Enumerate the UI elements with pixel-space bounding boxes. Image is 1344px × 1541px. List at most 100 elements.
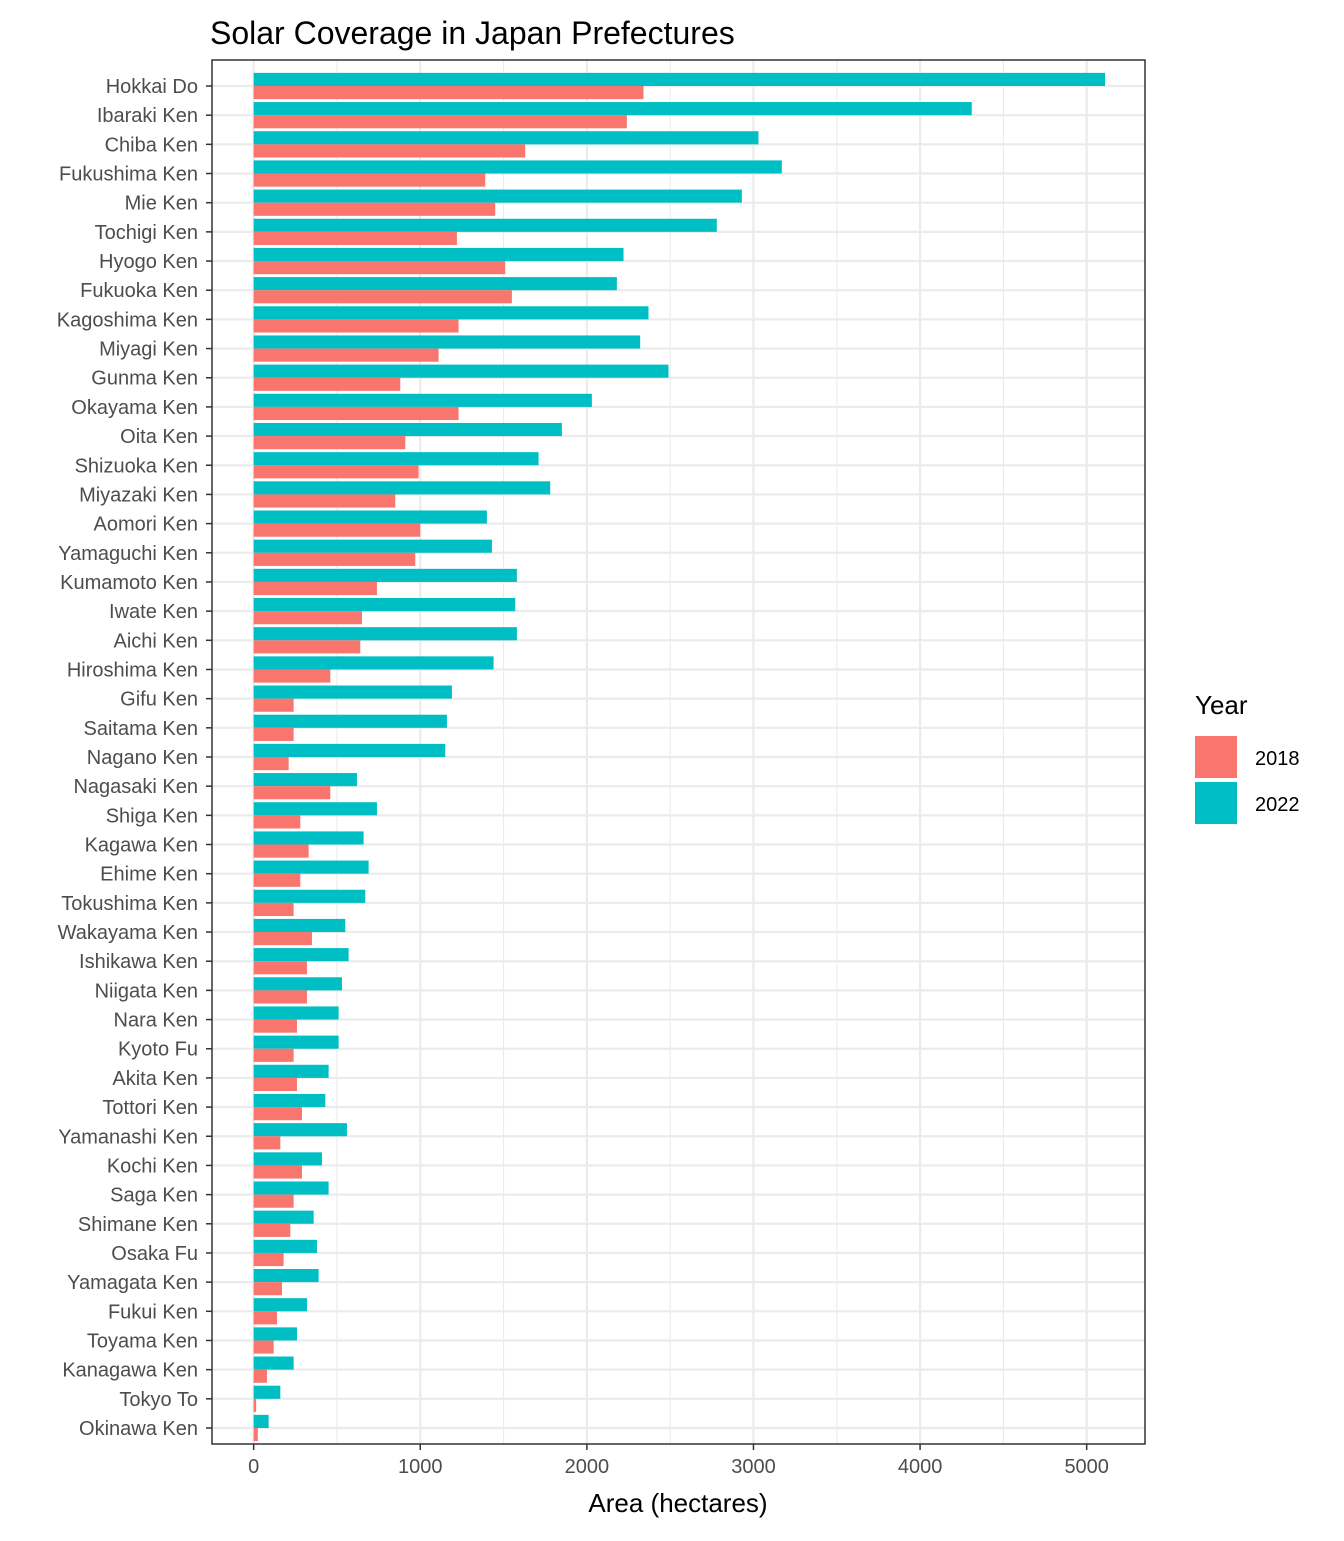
- bar-2018: [254, 524, 421, 537]
- y-tick-label: Nara Ken: [114, 1010, 199, 1032]
- bar-2018: [254, 261, 506, 274]
- bar-2022: [254, 627, 517, 640]
- bar-2018: [254, 1370, 267, 1383]
- bar-2018: [254, 1428, 258, 1441]
- bar-2018: [254, 1253, 284, 1266]
- bar-2018: [254, 1107, 302, 1120]
- y-tick-label: Osaka Fu: [111, 1243, 198, 1265]
- bar-2022: [254, 1298, 307, 1311]
- bar-2018: [254, 1282, 282, 1295]
- bar-2018: [254, 319, 459, 332]
- bar-2018: [254, 378, 401, 391]
- bar-2022: [254, 919, 346, 932]
- bar-2018: [254, 728, 294, 741]
- bar-2018: [254, 1136, 281, 1149]
- y-tick-label: Shiga Ken: [106, 805, 198, 827]
- bar-2022: [254, 802, 377, 815]
- legend: Year 2018 2022: [1195, 690, 1300, 824]
- bar-2022: [254, 977, 342, 990]
- y-tick-label: Tottori Ken: [102, 1097, 198, 1119]
- bar-2018: [254, 1165, 302, 1178]
- y-tick-label: Mie Ken: [125, 193, 198, 215]
- y-tick-label: Toyama Ken: [87, 1330, 198, 1352]
- bar-2022: [254, 452, 539, 465]
- y-tick-label: Oita Ken: [120, 426, 198, 448]
- bar-2022: [254, 1211, 314, 1224]
- bar-2018: [254, 932, 312, 945]
- bar-2022: [254, 715, 447, 728]
- bar-2018: [254, 874, 301, 887]
- x-axis: 0 1000 2000 3000 4000 5000: [248, 1444, 1109, 1478]
- legend-label-2018: 2018: [1255, 748, 1300, 770]
- bar-2022: [254, 1006, 339, 1019]
- bar-2022: [254, 773, 357, 786]
- bar-2022: [254, 160, 782, 173]
- y-tick-label: Yamagata Ken: [67, 1272, 198, 1294]
- bar-2022: [254, 365, 669, 378]
- y-tick-label: Gifu Ken: [120, 689, 198, 711]
- y-axis: Hokkai Do Ibaraki Ken Chiba Ken Fukushima K…: [57, 76, 212, 1440]
- y-tick-label: Kanagawa Ken: [62, 1360, 198, 1382]
- bar-2018: [254, 845, 309, 858]
- bar-2022: [254, 1240, 317, 1253]
- bar-2018: [254, 1020, 297, 1033]
- y-tick-label: Kagoshima Ken: [57, 309, 198, 331]
- x-tick-label: 2000: [565, 1456, 610, 1478]
- x-tick-label: 4000: [898, 1456, 943, 1478]
- bar-2018: [254, 990, 307, 1003]
- bar-2022: [254, 948, 349, 961]
- bar-2022: [254, 102, 972, 115]
- y-tick-label: Yamanashi Ken: [58, 1126, 198, 1148]
- y-tick-label: Tochigi Ken: [95, 222, 198, 244]
- bar-2022: [254, 1357, 294, 1370]
- bar-2022: [254, 481, 551, 494]
- legend-label-2022: 2022: [1255, 794, 1300, 816]
- y-tick-label: Tokyo To: [119, 1389, 198, 1411]
- x-tick-label: 5000: [1064, 1456, 1109, 1478]
- bar-2022: [254, 831, 364, 844]
- bar-2022: [254, 248, 624, 261]
- y-tick-label: Yamaguchi Ken: [58, 543, 198, 565]
- bar-2018: [254, 203, 496, 216]
- y-tick-label: Iwate Ken: [109, 601, 198, 623]
- bar-2018: [254, 1078, 297, 1091]
- bar-2018: [254, 553, 416, 566]
- bar-2022: [254, 510, 487, 523]
- bar-2022: [254, 1327, 297, 1340]
- bar-2022: [254, 131, 759, 144]
- y-tick-label: Ibaraki Ken: [97, 105, 198, 127]
- bar-2018: [254, 465, 419, 478]
- bar-2022: [254, 540, 492, 553]
- y-tick-label: Tokushima Ken: [61, 893, 198, 915]
- y-tick-label: Fukuoka Ken: [80, 280, 198, 302]
- y-tick-label: Gunma Ken: [91, 368, 198, 390]
- y-tick-label: Shizuoka Ken: [75, 455, 198, 477]
- bar-2018: [254, 961, 307, 974]
- legend-key-2018: [1195, 736, 1237, 778]
- y-tick-label: Hiroshima Ken: [67, 659, 198, 681]
- bar-2022: [254, 335, 641, 348]
- y-tick-label: Fukushima Ken: [59, 164, 198, 186]
- bar-2022: [254, 1123, 347, 1136]
- bar-2018: [254, 699, 294, 712]
- y-tick-label: Kumamoto Ken: [60, 572, 198, 594]
- bar-2022: [254, 1415, 269, 1428]
- bar-2018: [254, 640, 361, 653]
- bar-2018: [254, 611, 362, 624]
- bar-2018: [254, 115, 627, 128]
- bar-2018: [254, 407, 459, 420]
- y-tick-label: Chiba Ken: [105, 134, 198, 156]
- legend-key-2022: [1195, 782, 1237, 824]
- bar-2022: [254, 656, 494, 669]
- bar-2022: [254, 1181, 329, 1194]
- y-tick-label: Kochi Ken: [107, 1155, 198, 1177]
- bar-2018: [254, 86, 644, 99]
- bar-2022: [254, 686, 452, 699]
- bar-2018: [254, 144, 526, 157]
- bar-2018: [254, 757, 289, 770]
- bar-2022: [254, 861, 369, 874]
- bar-2018: [254, 174, 486, 187]
- bar-2022: [254, 423, 562, 436]
- bar-2022: [254, 1269, 319, 1282]
